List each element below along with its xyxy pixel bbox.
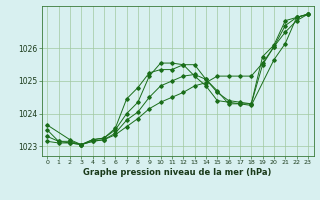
X-axis label: Graphe pression niveau de la mer (hPa): Graphe pression niveau de la mer (hPa) bbox=[84, 168, 272, 177]
